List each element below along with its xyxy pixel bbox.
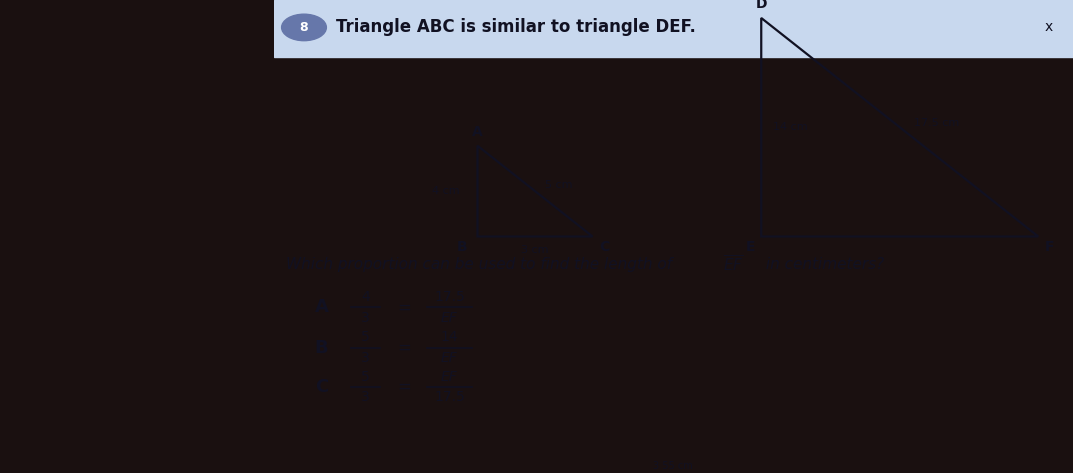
Text: in centimeters?: in centimeters? xyxy=(761,257,884,272)
Text: 8: 8 xyxy=(299,21,308,34)
Text: =: = xyxy=(397,298,411,316)
Text: 3: 3 xyxy=(362,311,370,325)
Text: EF: EF xyxy=(441,311,458,325)
Text: =: = xyxy=(397,378,411,396)
Text: 4 cm: 4 cm xyxy=(432,186,460,196)
Text: A: A xyxy=(314,298,328,316)
Text: 3: 3 xyxy=(362,390,370,404)
Text: x: x xyxy=(1045,20,1053,35)
Text: A: A xyxy=(472,124,483,139)
Text: EF: EF xyxy=(441,369,458,384)
Text: 17.5: 17.5 xyxy=(435,390,465,404)
Bar xyxy=(274,0,1073,57)
Text: F: F xyxy=(1045,240,1054,254)
Text: 4: 4 xyxy=(362,290,370,304)
Text: 3 cm: 3 cm xyxy=(521,245,548,255)
Text: 14: 14 xyxy=(441,330,458,344)
Text: EF: EF xyxy=(441,351,458,365)
Text: B: B xyxy=(314,339,328,357)
Text: 5: 5 xyxy=(362,369,370,384)
Text: D: D xyxy=(755,0,767,11)
Text: Which proportion can be used to find the length of: Which proportion can be used to find the… xyxy=(285,257,677,272)
Text: E: E xyxy=(746,240,754,254)
Text: =: = xyxy=(397,339,411,357)
Text: 14 cm: 14 cm xyxy=(774,122,808,132)
Text: $\overline{EF}$: $\overline{EF}$ xyxy=(723,255,744,275)
Text: 5: 5 xyxy=(362,330,370,344)
Text: Triangle ABC is similar to triangle DEF.: Triangle ABC is similar to triangle DEF. xyxy=(336,18,696,36)
Text: 3: 3 xyxy=(362,351,370,365)
Text: 3 55 cm: 3 55 cm xyxy=(653,461,693,471)
Text: 5 cm: 5 cm xyxy=(545,180,572,191)
Text: C: C xyxy=(315,378,328,396)
Text: 17.5 cm: 17.5 cm xyxy=(914,118,959,129)
Text: C: C xyxy=(599,240,609,254)
Text: 17.5: 17.5 xyxy=(435,290,465,304)
Circle shape xyxy=(281,14,326,41)
Text: B: B xyxy=(457,240,468,254)
